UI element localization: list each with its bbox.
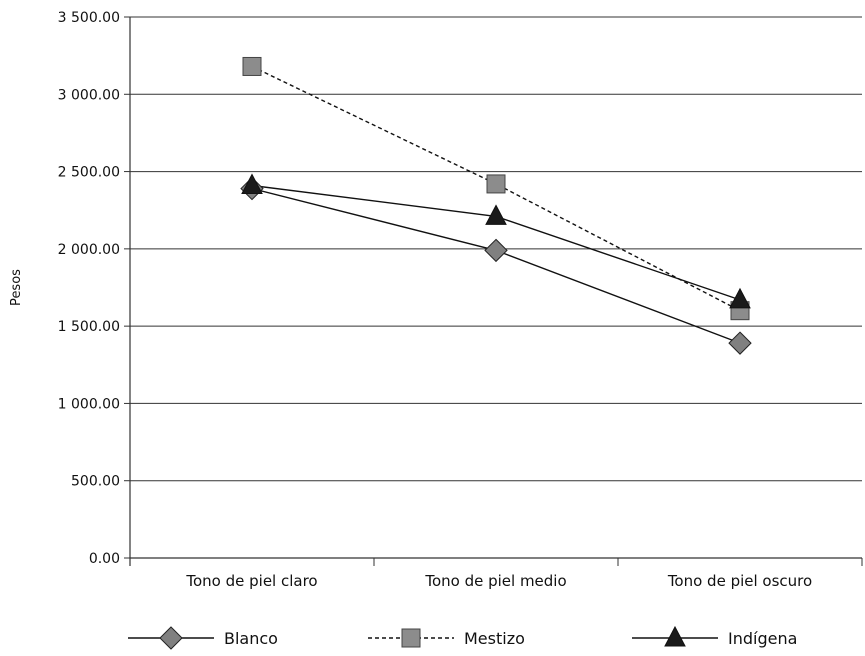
data-point [242, 56, 262, 76]
legend-label: Indígena [728, 629, 797, 648]
gridlines [130, 16, 862, 482]
series [240, 56, 752, 355]
data-point [484, 238, 508, 263]
y-tick-label: 3 500.00 [58, 10, 120, 26]
data-point [485, 204, 507, 225]
x-category-labels: Tono de piel claro Tono de piel medio Tono… [185, 572, 812, 590]
y-tick-label: 1 000.00 [58, 396, 120, 412]
legend-marker [664, 625, 686, 647]
y-tick-label: 2 500.00 [58, 165, 120, 181]
legend: Blanco Mestizo Indígena [128, 625, 797, 650]
data-point [729, 287, 751, 309]
x-category-label: Tono de piel medio [424, 572, 566, 590]
x-category-label: Tono de piel claro [185, 572, 317, 590]
y-tick-label: 0.00 [89, 551, 120, 567]
y-tick-label: 3 000.00 [58, 87, 120, 103]
legend-label: Blanco [224, 629, 278, 648]
y-axis-title: Pesos [9, 269, 24, 306]
axes [124, 16, 863, 566]
data-point [728, 331, 752, 355]
legend-marker [159, 626, 183, 650]
legend-marker [401, 628, 421, 648]
y-tick-label: 1 500.00 [58, 319, 120, 335]
data-point [486, 174, 506, 194]
data-point [241, 173, 263, 194]
legend-label: Mestizo [464, 629, 525, 648]
y-tick-label: 2 000.00 [58, 242, 120, 258]
y-tick-label: 500.00 [71, 474, 120, 490]
x-category-label: Tono de piel oscuro [667, 572, 812, 590]
y-tick-labels: 0.00 500.00 1 000.00 1 500.00 2 000.00 2 500.… [58, 10, 120, 567]
